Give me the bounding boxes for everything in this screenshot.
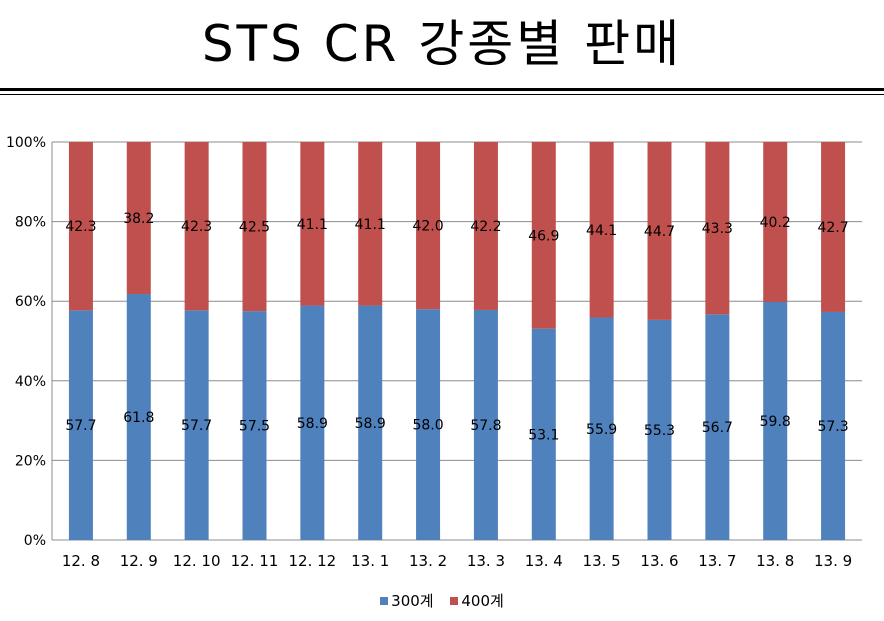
bar-400 [821,142,846,312]
bar-400 [242,142,267,312]
x-tick-label: 12. 11 [231,552,279,570]
bar-400 [531,142,556,329]
y-tick-label: 80% [15,215,46,231]
data-label-300: 58.0 [412,418,443,434]
data-label-400: 41.1 [297,217,328,233]
data-label-400: 42.3 [65,219,96,235]
bar-400 [705,142,730,315]
legend-item-300: 300계 [380,590,434,611]
bar-300 [705,314,730,540]
data-label-300: 58.9 [355,416,386,432]
bar-300 [126,294,151,540]
legend-swatch-300 [380,596,389,605]
bar-300 [589,317,614,540]
bar-400 [358,142,383,306]
bar-400 [589,142,614,318]
data-label-400: 40.2 [760,215,791,231]
legend-label-400: 400계 [461,592,504,610]
bar-300 [300,305,325,540]
x-tick-label: 13. 7 [698,552,736,570]
chart-legend: 300계 400계 [0,590,884,611]
data-label-400: 46.9 [528,228,559,244]
bar-400 [473,142,498,310]
data-label-400: 44.1 [586,223,617,239]
data-label-300: 57.8 [470,418,501,434]
data-label-300: 58.9 [297,416,328,432]
title-rule-thin [0,94,884,95]
bar-300 [184,310,209,540]
bar-300 [416,309,441,540]
bar-300 [242,311,267,540]
data-label-400: 42.7 [817,220,848,236]
bar-400 [68,142,93,311]
bar-300 [68,310,93,540]
legend-label-300: 300계 [391,592,434,610]
x-tick-label: 13. 5 [583,552,621,570]
data-label-300: 57.7 [181,418,212,434]
bar-300 [821,311,846,540]
data-label-300: 56.7 [702,420,733,436]
data-label-300: 55.3 [644,423,675,439]
chart-title: STS CR 강종별 판매 [201,15,683,73]
bar-300 [473,309,498,540]
x-tick-label: 12. 8 [62,552,100,570]
bar-300 [531,328,556,540]
legend-item-400: 400계 [450,590,504,611]
bar-300 [358,305,383,540]
bar-400 [763,142,788,302]
data-label-400: 41.1 [355,217,386,233]
data-label-300: 57.5 [239,419,270,435]
bar-400 [300,142,325,306]
data-label-300: 61.8 [123,410,154,426]
x-tick-label: 12. 9 [120,552,158,570]
x-tick-label: 12. 10 [173,552,221,570]
legend-swatch-400 [450,596,459,605]
x-tick-label: 12. 12 [288,552,336,570]
x-tick-label: 13. 3 [467,552,505,570]
x-tick-label: 13. 2 [409,552,447,570]
x-tick-label: 13. 1 [351,552,389,570]
data-label-300: 57.7 [65,418,96,434]
y-tick-label: 20% [15,453,46,469]
x-tick-label: 13. 8 [756,552,794,570]
bar-300 [763,301,788,540]
bar-400 [416,142,441,310]
y-tick-label: 60% [15,294,46,310]
y-tick-label: 100% [6,135,46,151]
data-label-400: 38.2 [123,211,154,227]
data-label-400: 42.3 [181,219,212,235]
bar-400 [184,142,209,311]
y-tick-label: 40% [15,374,46,390]
title-rule-thick [0,88,884,91]
x-tick-label: 13. 6 [640,552,678,570]
data-label-400: 43.3 [702,221,733,237]
data-label-400: 42.2 [470,219,501,235]
data-label-400: 44.7 [644,224,675,240]
data-label-400: 42.0 [412,219,443,235]
data-label-300: 59.8 [760,414,791,430]
data-label-300: 57.3 [817,419,848,435]
bar-300 [647,319,672,540]
data-label-300: 53.1 [528,427,559,443]
data-label-300: 55.9 [586,422,617,438]
data-label-400: 42.5 [239,220,270,236]
x-tick-label: 13. 9 [814,552,852,570]
x-tick-label: 13. 4 [525,552,563,570]
bar-400 [126,142,151,295]
bar-400 [647,142,672,320]
y-tick-label: 0% [24,533,46,549]
